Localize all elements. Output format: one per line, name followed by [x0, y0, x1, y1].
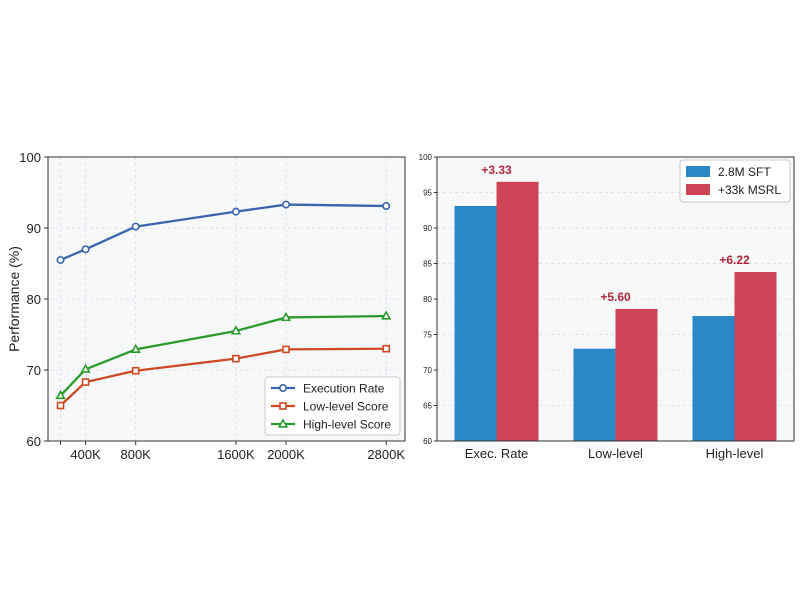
- data-point: [56, 401, 65, 410]
- data-point: [278, 383, 287, 392]
- data-point: [131, 366, 140, 375]
- y-tick-label: 70: [423, 366, 432, 375]
- y-tick-label: 100: [19, 150, 41, 165]
- bar--33k-msrl: [496, 181, 539, 441]
- bar-chart: +3.33 Exec. Rate +5.60 Low-level +6.22 High-l…: [419, 153, 795, 461]
- x-tick-label: 2000K: [267, 447, 305, 462]
- y-tick-label: 75: [423, 331, 432, 340]
- y-tick-label: 95: [423, 189, 432, 198]
- data-point: [56, 255, 65, 264]
- data-point: [131, 222, 140, 231]
- series-line: [59, 347, 387, 407]
- data-point: [281, 200, 290, 209]
- data-point: [81, 378, 90, 386]
- x-tick-label: High-level: [706, 446, 764, 461]
- data-point: [130, 343, 141, 354]
- data-point: [55, 389, 66, 400]
- series-line: [60, 203, 387, 262]
- x-tick-label: 800K: [120, 447, 151, 462]
- line-chart: 60 70 80 90 100 400K 800K 1600K 2000K 2800K Perfor…: [6, 150, 406, 462]
- data-point: [382, 344, 391, 353]
- legend-swatch: [686, 184, 710, 195]
- series-execution-rate: [56, 200, 391, 264]
- y-tick-label: 90: [423, 224, 432, 233]
- data-point: [230, 325, 242, 335]
- series-high-level-score: [55, 310, 392, 400]
- data-point: [279, 402, 287, 410]
- legend: 2.8M SFT +33k MSRL: [679, 159, 791, 203]
- legend-label: +33k MSRL: [718, 183, 781, 197]
- data-point: [282, 345, 290, 354]
- bar-2-8m-sft: [454, 205, 497, 441]
- legend-label: Low-level Score: [303, 400, 389, 414]
- legend-label: High-level Score: [303, 418, 391, 432]
- bar--33k-msrl: [734, 272, 777, 441]
- bar-2-8m-sft: [692, 316, 735, 441]
- bar-annotation: +5.60: [600, 290, 631, 304]
- legend: Execution Rate Low-level Score High-level …: [264, 376, 401, 436]
- legend-box: [264, 376, 401, 436]
- x-tick-label: 2800K: [367, 447, 405, 462]
- data-point: [232, 354, 240, 363]
- x-tick-label: 400K: [70, 447, 101, 462]
- legend-label: 2.8M SFT: [718, 165, 771, 179]
- bar-annotation: +6.22: [719, 253, 750, 267]
- y-axis-label: Performance (%): [6, 246, 22, 352]
- y-tick-label: 85: [423, 260, 432, 269]
- data-point: [81, 245, 90, 254]
- y-tick-label: 60: [27, 434, 41, 449]
- series-line: [59, 314, 387, 397]
- legend-label: Execution Rate: [303, 382, 385, 396]
- x-tick-label: 1600K: [217, 447, 255, 462]
- y-tick-label: 70: [27, 363, 41, 378]
- y-tick-label: 80: [27, 292, 41, 307]
- data-point: [277, 418, 289, 428]
- bar-2-8m-sft: [573, 348, 616, 441]
- x-tick-label: Low-level: [588, 446, 643, 461]
- data-point: [381, 310, 392, 320]
- bar-annotation: +3.33: [481, 163, 512, 177]
- data-point: [231, 207, 240, 216]
- data-point: [80, 363, 91, 373]
- data-point: [382, 201, 391, 210]
- x-tick-label: Exec. Rate: [465, 446, 529, 461]
- bar--33k-msrl: [615, 308, 658, 441]
- y-tick-label: 100: [419, 153, 433, 162]
- legend-swatch: [686, 166, 710, 177]
- data-point: [280, 311, 292, 322]
- y-tick-label: 65: [423, 402, 432, 411]
- y-tick-label: 60: [423, 437, 432, 446]
- series-low-level-score: [56, 344, 391, 410]
- y-tick-label: 90: [27, 221, 41, 236]
- y-tick-label: 80: [423, 295, 432, 304]
